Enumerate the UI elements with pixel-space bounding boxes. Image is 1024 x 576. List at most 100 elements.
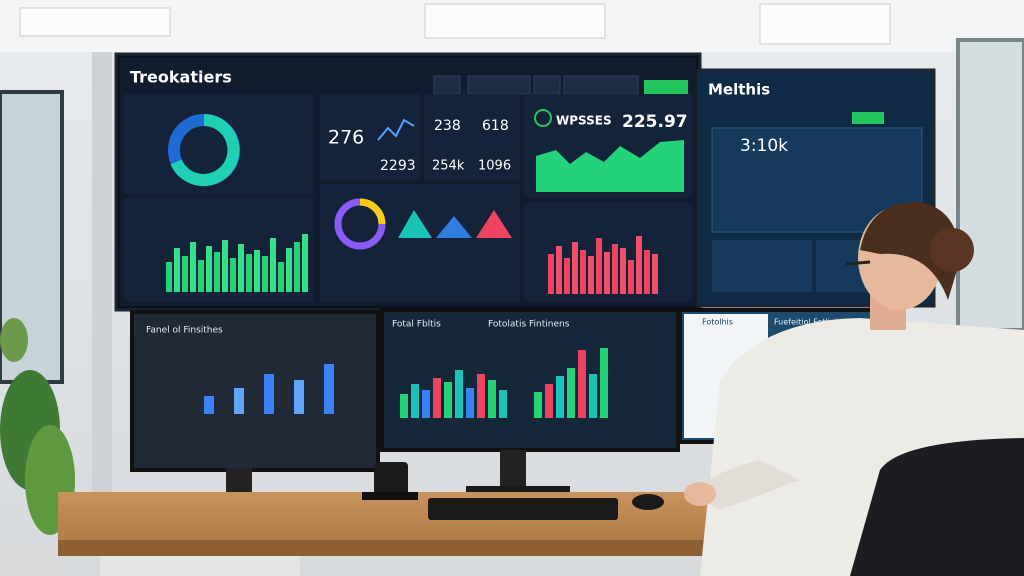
chair — [850, 438, 1024, 576]
bar — [499, 390, 507, 418]
bar — [596, 238, 602, 294]
lower-left-monitor — [130, 310, 380, 472]
bar-chart — [548, 236, 658, 294]
bar — [567, 368, 575, 418]
bar — [636, 236, 642, 294]
ticker: WPSSES — [556, 114, 612, 128]
kpi: 618 — [482, 118, 509, 134]
bar — [324, 364, 334, 414]
bar — [254, 250, 260, 292]
bar — [589, 374, 597, 418]
bar — [422, 390, 430, 418]
panel-title: Melthis — [708, 81, 770, 99]
screen-title: Fotolhis — [702, 318, 733, 327]
bar — [222, 240, 228, 292]
bar-chart — [400, 348, 608, 418]
bar — [556, 246, 562, 294]
keyboard — [428, 498, 618, 520]
bar — [204, 396, 214, 414]
bar — [230, 258, 236, 292]
bar — [206, 246, 212, 292]
bar — [302, 234, 308, 292]
screen-title: Fotal Fbltis — [392, 320, 441, 330]
donut-segment — [170, 114, 240, 186]
bar — [588, 256, 594, 294]
bar — [644, 250, 650, 294]
bar — [166, 262, 172, 292]
bar — [466, 388, 474, 418]
bar — [564, 258, 570, 294]
ceiling-light — [424, 3, 606, 39]
bar — [278, 262, 284, 292]
bar — [174, 248, 180, 292]
bar — [294, 380, 304, 414]
screen-title: Fanel ol Finsithes — [146, 326, 223, 336]
dashboard-title: Treokatiers — [130, 68, 232, 87]
stand — [500, 450, 526, 490]
bar — [262, 256, 268, 292]
bar — [620, 248, 626, 294]
nav-button — [563, 75, 639, 95]
lower-middle-monitor — [380, 308, 680, 452]
bar — [580, 250, 586, 294]
bar — [572, 242, 578, 294]
screen-subtitle: Fuefeitiol Fetlinitis — [774, 318, 847, 327]
bar — [400, 394, 408, 418]
nav-button — [467, 75, 531, 95]
area-chart — [536, 140, 684, 192]
icon — [534, 109, 552, 127]
bar — [433, 378, 441, 418]
nav-bar — [433, 75, 688, 96]
bar — [234, 388, 244, 414]
bar — [444, 382, 452, 418]
kpi: 1096 — [478, 159, 511, 174]
bar — [534, 392, 542, 418]
bar — [455, 370, 463, 418]
mouse — [632, 494, 664, 510]
tab-active — [852, 112, 884, 124]
bar — [411, 384, 419, 418]
donut-segment — [359, 198, 386, 225]
coaster — [362, 492, 418, 500]
bar — [286, 248, 292, 292]
panel — [424, 94, 520, 180]
stand-base — [466, 486, 570, 496]
sparkline — [377, 118, 415, 141]
panel — [712, 240, 812, 292]
panel — [320, 94, 420, 180]
bar — [182, 256, 188, 292]
bar — [548, 254, 554, 294]
pillar — [92, 52, 112, 492]
bar — [600, 348, 608, 418]
bar — [612, 244, 618, 294]
screen-subtitle: Fotolatis Fintinens — [488, 320, 570, 330]
bar — [270, 238, 276, 292]
shape — [436, 216, 472, 238]
bar — [246, 254, 252, 292]
shape — [476, 210, 512, 238]
ceiling-light — [19, 7, 171, 37]
bar — [628, 260, 634, 294]
bar — [545, 384, 553, 418]
bar — [294, 242, 300, 292]
bar — [556, 376, 564, 418]
bar — [578, 350, 586, 418]
kpi: 254k — [432, 159, 465, 174]
shape — [398, 210, 432, 238]
kpi: 238 — [434, 118, 461, 134]
bar — [198, 260, 204, 292]
kpi: 276 — [328, 127, 364, 149]
bar — [238, 244, 244, 292]
kpi: 2293 — [380, 158, 416, 174]
nav-button-active — [644, 80, 688, 96]
window — [956, 38, 1024, 332]
bar — [214, 252, 220, 292]
bar — [604, 252, 610, 294]
nav-button — [533, 75, 561, 95]
big-value: 3:10k — [740, 136, 788, 156]
drawer — [100, 556, 300, 576]
bar-chart — [166, 234, 308, 292]
bar — [477, 374, 485, 418]
